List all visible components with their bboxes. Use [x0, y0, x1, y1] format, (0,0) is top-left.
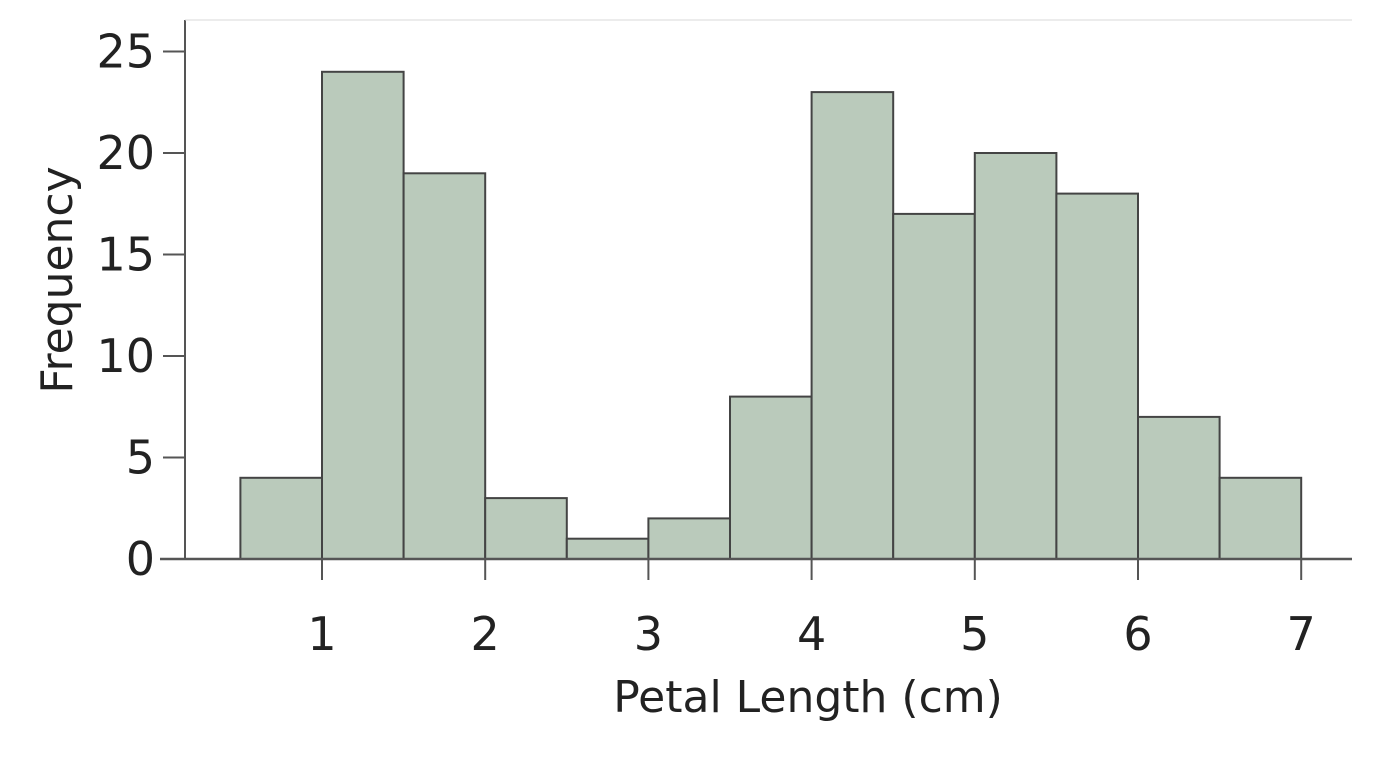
histogram-bar-2	[402, 172, 487, 561]
x-axis-title: Petal Length (cm)	[613, 672, 1003, 723]
x-tick-label-4: 4	[797, 607, 826, 661]
y-tick-label-20: 20	[96, 126, 155, 180]
y-tick-label-15: 15	[96, 228, 155, 282]
x-axis-ticks: 1 2 3 4 5 6 7	[307, 559, 1316, 661]
histogram-bar-6	[729, 395, 813, 560]
histogram-bar-7	[810, 91, 895, 560]
histogram-bar-8	[892, 212, 976, 560]
x-tick-label-5: 5	[960, 607, 989, 661]
y-tick-label-25: 25	[96, 25, 155, 79]
histogram-bar-12	[1218, 476, 1303, 560]
y-tick-label-5: 5	[126, 431, 155, 485]
histogram-bar-0	[239, 476, 323, 560]
x-tick-label-3: 3	[634, 607, 663, 661]
histogram-bar-11	[1137, 415, 1221, 560]
x-tick-label-6: 6	[1123, 607, 1152, 661]
histogram-bar-4	[565, 537, 650, 561]
x-tick-label-7: 7	[1287, 607, 1316, 661]
histogram-bar-1	[321, 70, 405, 561]
histogram-bar-9	[973, 152, 1058, 560]
histogram-bars	[239, 70, 1303, 561]
histogram-bar-10	[1055, 192, 1140, 560]
x-tick-label-1: 1	[307, 607, 336, 661]
x-tick-label-2: 2	[471, 607, 500, 661]
y-axis-ticks: 0 5 10 15 20 25	[96, 25, 185, 586]
histogram-bar-5	[647, 517, 732, 561]
y-tick-label-0: 0	[126, 532, 155, 586]
y-axis-title: Frequency	[32, 166, 83, 393]
y-tick-label-10: 10	[96, 329, 155, 383]
histogram-bar-3	[484, 497, 568, 561]
